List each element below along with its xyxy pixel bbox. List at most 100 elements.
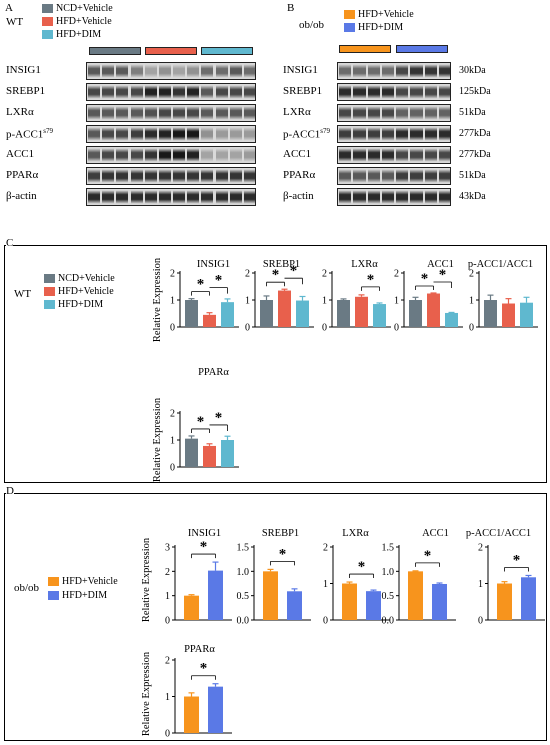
blot-band [381,126,394,142]
blot-band [410,84,423,100]
panel-d-frame [4,493,547,741]
blot-band [173,84,186,100]
blot-band [201,105,214,121]
blot-band [158,63,171,79]
y-tick-label: 2 [165,656,170,667]
y-tick-label: 1.0 [237,567,250,578]
blot-band [353,168,366,184]
molecular-weight: 43kDa [459,191,486,202]
legend-hfd-a: HFD+Vehicle [42,16,112,27]
bar [342,583,357,620]
bar [409,300,422,327]
significance-star: * [279,546,287,562]
blot-band [410,63,423,79]
legend-label: HFD+DIM [358,22,404,33]
y-tick-label: 3 [165,543,170,554]
blot-band [381,168,394,184]
blot-band [187,84,200,100]
blot-band [215,105,228,121]
blot-band [396,126,409,142]
blot-band [116,189,129,205]
blot-strip [337,83,451,101]
blot-band [144,168,157,184]
protein-name: LXRα [6,106,34,118]
blot-band [130,189,143,205]
blot-band [187,168,200,184]
legend-label: HFD+Vehicle [358,9,414,20]
bar [502,303,515,327]
blot-band [396,168,409,184]
legend-label: HFD+Vehicle [58,286,114,297]
y-tick-label: 1 [469,296,474,307]
blot-band [88,168,101,184]
y-tick-label: 0 [245,323,250,334]
blot-band [243,126,255,142]
blot-band [339,147,352,163]
blot-band [339,189,352,205]
blot-band [215,189,228,205]
bar [287,591,302,620]
legend-label: HFD+DIM [62,590,108,601]
bar [521,577,536,620]
blot-band [339,84,352,100]
y-tick-label: 1 [245,296,250,307]
blot-band [381,84,394,100]
blot-band [353,84,366,100]
chart-title: ACC1 [427,259,454,270]
protein-label: p-ACC1s79 [283,127,330,141]
blot-band [396,105,409,121]
swatch-hfd-ob [48,577,59,586]
y-tick-label: 2 [322,269,327,280]
blot-band [243,63,255,79]
chart-title: SREBP1 [263,259,300,270]
chart-title: p-ACC1/ACC1 [468,259,533,270]
swatch-ncd [42,4,53,13]
blot-band [144,147,157,163]
blot-band [116,63,129,79]
panel-c-frame [4,245,547,483]
blot-band [353,63,366,79]
significance-star: * [513,552,521,568]
blot-band [381,105,394,121]
blot-band [410,105,423,121]
bar [184,696,199,733]
blot-band [130,84,143,100]
protein-label: ACC1 [6,148,34,160]
y-tick-label: 2 [165,567,170,578]
blot-band [367,63,380,79]
blot-band [353,126,366,142]
y-axis-label: Relative Expression [141,537,152,622]
y-tick-label: 2 [469,269,474,280]
chart-title: p-ACC1/ACC1 [466,528,531,539]
molecular-weight: 30kDa [459,65,486,76]
blot-band [173,147,186,163]
group-bar-hfd-ob [339,45,391,53]
blot-band [102,168,115,184]
swatch-hfd [44,287,55,296]
protein-name: p-ACC1 [283,128,321,141]
bar [373,304,386,327]
swatch-dim-ob [344,23,355,32]
chart-title: PPARα [198,367,229,378]
legend-label: NCD+Vehicle [56,3,113,14]
blot-band [396,63,409,79]
molecular-weight: 125kDa [459,86,491,97]
blot-band [187,126,200,142]
blot-band [201,168,214,184]
blot-band [381,63,394,79]
group-bar-dim-ob [396,45,448,53]
y-tick-label: 1 [165,692,170,703]
blot-band [215,168,228,184]
blot-strip [86,125,256,143]
blot-band [116,105,129,121]
blot-band [88,63,101,79]
strain-label-d: ob/ob [14,582,40,594]
blot-band [410,189,423,205]
bar [263,571,278,620]
bar [432,583,447,620]
blot-strip [86,104,256,122]
protein-name: ACC1 [6,148,35,160]
blot-strip [337,188,451,206]
blot-band [173,105,186,121]
protein-label: ACC1 [283,148,311,160]
